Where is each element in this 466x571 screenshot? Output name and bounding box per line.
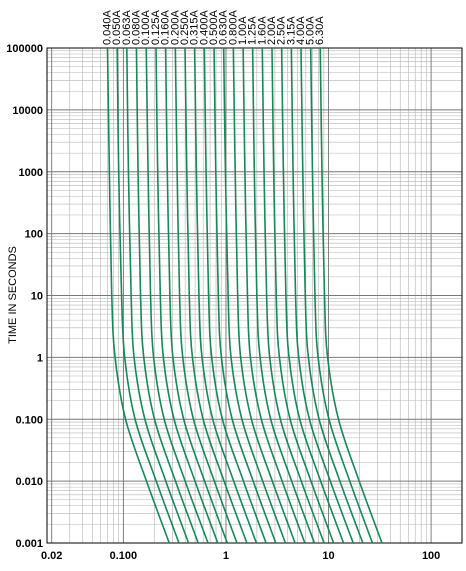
fuse-curve [222,47,287,544]
curve-label: 5.00A [305,16,317,45]
fuse-curve [271,47,335,544]
y-tick-label: 100 [25,229,43,241]
curve-label: 0.050A [111,9,123,45]
curve-label: 1.60A [256,16,268,45]
x-tick-label: 0.02 [41,550,62,562]
curve-label: 0.315A [189,9,201,45]
fuse-curve [193,47,258,544]
fuse-curve [116,47,180,544]
fuse-curve [300,47,364,544]
x-tick-label: 100 [422,550,440,562]
curve-label: 0.200A [169,9,181,45]
fuse-curve [232,47,296,544]
fuse-curve [309,47,374,544]
curve-label: 0.100A [140,9,152,45]
curve-label: 0.040A [102,9,114,45]
plot-border [46,47,463,544]
x-tick-label: 10 [322,550,334,562]
curve-label: 0.125A [150,9,162,45]
y-tick-label: 10 [31,291,43,303]
fuse-curve [290,47,354,544]
fuse-curve [251,47,316,544]
curve-label: 0.500A [208,9,220,45]
curve-label: 0.400A [198,9,210,45]
y-tick-label: 0.001 [15,538,43,550]
y-tick-label: 0.010 [15,476,43,488]
fuse-curve [261,47,325,544]
fuse-curve [145,47,209,544]
y-tick-label: 1000 [19,167,43,179]
curve-label: 0.160A [160,9,172,45]
curve-label: 2.50A [276,16,288,45]
y-tick-label: 10000 [12,105,43,117]
fuse-curve [203,47,267,544]
y-tick-label: 1 [37,352,43,364]
y-tick-label: 0.100 [15,414,43,426]
curve-label: 6.30A [314,16,326,45]
fuse-curve [280,47,345,544]
fuse-curve [164,47,229,544]
curve-label: 0.250A [179,9,191,45]
curve-label: 0.630A [218,9,230,45]
fuse-curve [242,47,306,544]
curve-label: 0.800A [227,9,239,45]
curve-label: 1.00A [237,16,249,45]
x-tick-label: 0.100 [110,550,138,562]
fuse-curve [155,47,219,544]
fuse-curve [213,47,277,544]
fuse-curve [135,47,199,544]
y-axis-label: TIME IN SECONDS [7,246,19,344]
fuse-curve [184,47,248,544]
curve-label: 3.15A [285,16,297,45]
curve-label: 0.080A [130,9,142,45]
fuse-curve [106,47,171,544]
y-tick-label: 100000 [6,43,43,55]
fuse-curve [174,47,238,544]
fuse-curve [319,47,383,544]
curve-label: 2.00A [266,16,278,45]
curve-label: 4.00A [295,16,307,45]
curve-label: 1.25A [247,16,259,45]
curve-label: 0.063A [121,9,133,45]
fuse-curve [126,47,190,544]
x-tick-label: 1 [223,550,229,562]
